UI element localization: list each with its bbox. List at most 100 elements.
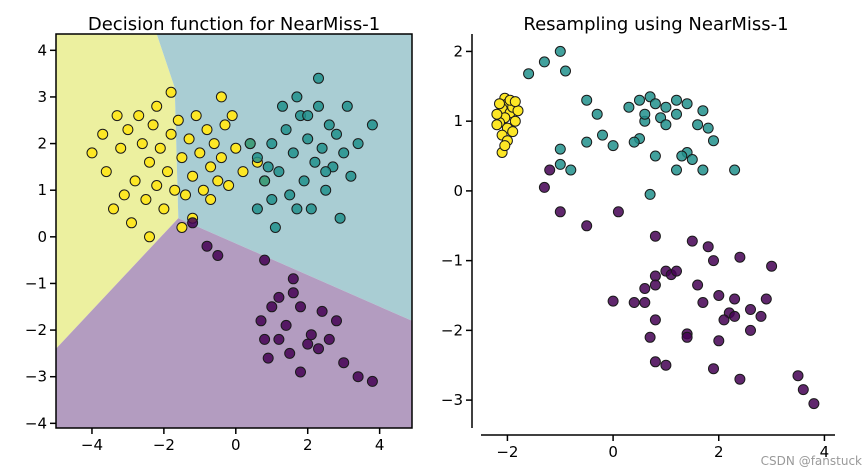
scatter-point-class-1 — [554, 158, 566, 170]
scatter-point-class-0 — [255, 315, 267, 327]
scatter-point-class-0 — [766, 260, 778, 272]
scatter-point-class-2 — [208, 138, 220, 150]
scatter-point-class-0 — [284, 347, 296, 359]
scatter-point-class-0 — [649, 356, 661, 368]
left-x-ticks: −4 −2 0 2 4 — [81, 428, 384, 454]
scatter-point-class-1 — [345, 170, 357, 182]
y-tick-label: 0 — [37, 228, 47, 246]
scatter-point-class-0 — [273, 291, 285, 303]
scatter-point-class-1 — [320, 184, 332, 196]
scatter-point-class-1 — [331, 128, 342, 140]
scatter-point-class-0 — [649, 230, 661, 242]
scatter-point-class-0 — [734, 251, 746, 263]
scatter-point-class-2 — [512, 105, 524, 117]
scatter-point-class-2 — [212, 175, 224, 187]
y-tick-label: 3 — [37, 88, 47, 106]
y-tick-label: −3 — [441, 391, 463, 409]
scatter-point-class-1 — [291, 203, 303, 215]
scatter-point-class-1 — [623, 101, 635, 113]
scatter-point-class-0 — [262, 352, 274, 364]
scatter-point-class-0 — [702, 241, 714, 253]
scatter-point-class-0 — [808, 398, 820, 410]
scatter-point-class-1 — [251, 203, 263, 215]
y-tick-label: −1 — [25, 274, 47, 292]
scatter-point-class-0 — [729, 293, 741, 305]
scatter-point-class-1 — [649, 150, 661, 162]
scatter-point-class-1 — [708, 135, 719, 147]
scatter-point-class-0 — [295, 366, 306, 378]
scatter-point-class-1 — [671, 164, 682, 176]
scatter-point-class-1 — [692, 119, 704, 131]
x-tick-label: −4 — [81, 436, 103, 454]
x-tick-label: 0 — [231, 436, 241, 454]
scatter-point-class-2 — [237, 166, 249, 178]
scatter-point-class-0 — [280, 319, 292, 331]
scatter-point-class-1 — [644, 188, 656, 200]
left-chart: Decision function for NearMiss-1 −4 −2 0 2 4… — [25, 14, 413, 454]
scatter-point-class-2 — [162, 166, 173, 178]
right-x-ticks: −2 0 2 4 — [496, 435, 829, 461]
scatter-point-class-2 — [129, 175, 141, 187]
scatter-point-class-2 — [190, 110, 202, 122]
decision-region-class-0 — [56, 218, 412, 428]
scatter-point-class-1 — [251, 152, 263, 164]
right-chart: Resampling using NearMiss-1 −2 0 2 4 −3 −2 −1… — [441, 14, 835, 461]
scatter-point-class-2 — [115, 142, 127, 154]
y-tick-label: −2 — [441, 321, 463, 339]
scatter-point-class-0 — [681, 331, 693, 343]
scatter-point-class-2 — [158, 203, 170, 215]
y-tick-label: 2 — [37, 135, 47, 153]
scatter-point-class-1 — [639, 108, 651, 120]
scatter-point-class-2 — [118, 189, 130, 201]
scatter-point-class-1 — [269, 222, 281, 233]
scatter-point-class-0 — [544, 164, 556, 176]
scatter-point-class-0 — [713, 335, 725, 347]
scatter-point-class-0 — [287, 273, 299, 285]
scatter-point-class-1 — [352, 138, 364, 150]
scatter-point-class-2 — [507, 126, 519, 138]
scatter-point-class-1 — [262, 161, 274, 173]
scatter-point-class-2 — [165, 86, 177, 98]
y-tick-label: −3 — [25, 368, 47, 386]
scatter-point-class-2 — [165, 128, 177, 140]
left-scatter-points — [86, 72, 378, 387]
right-scatter-points — [491, 45, 820, 410]
scatter-point-class-1 — [697, 105, 709, 117]
scatter-point-class-2 — [219, 119, 231, 131]
scatter-point-class-1 — [597, 129, 608, 141]
scatter-point-class-2 — [151, 100, 163, 112]
scatter-point-class-0 — [697, 297, 709, 308]
left-decision-regions — [56, 34, 412, 428]
scatter-point-class-1 — [334, 212, 346, 224]
scatter-point-class-0 — [729, 310, 741, 322]
scatter-point-class-1 — [634, 94, 645, 106]
scatter-point-class-2 — [147, 119, 159, 131]
watermark: CSDN @fanstuck — [761, 454, 862, 468]
scatter-point-class-2 — [509, 96, 521, 108]
scatter-point-class-0 — [554, 206, 566, 218]
scatter-point-class-2 — [176, 152, 188, 164]
scatter-point-class-0 — [266, 301, 278, 313]
scatter-point-class-1 — [284, 189, 296, 201]
scatter-point-class-1 — [671, 94, 682, 106]
scatter-point-class-2 — [122, 124, 134, 136]
scatter-point-class-1 — [729, 164, 741, 176]
scatter-point-class-1 — [259, 175, 271, 187]
scatter-point-class-1 — [581, 136, 593, 148]
scatter-point-class-1 — [702, 122, 714, 134]
scatter-point-class-1 — [671, 108, 682, 120]
scatter-point-class-0 — [692, 279, 704, 291]
scatter-point-class-1 — [560, 65, 571, 77]
right-y-ticks: −3 −2 −1 0 1 2 — [441, 42, 472, 409]
scatter-point-class-0 — [316, 305, 328, 317]
scatter-point-class-1 — [676, 150, 688, 162]
scatter-point-class-1 — [628, 136, 640, 148]
scatter-point-class-2 — [144, 231, 155, 243]
scatter-point-class-0 — [273, 333, 285, 345]
scatter-point-class-1 — [277, 100, 288, 112]
y-tick-label: −4 — [25, 414, 47, 432]
scatter-point-class-1 — [607, 140, 619, 152]
scatter-point-class-2 — [183, 133, 195, 145]
scatter-point-class-2 — [494, 98, 505, 110]
scatter-point-class-2 — [491, 108, 503, 120]
